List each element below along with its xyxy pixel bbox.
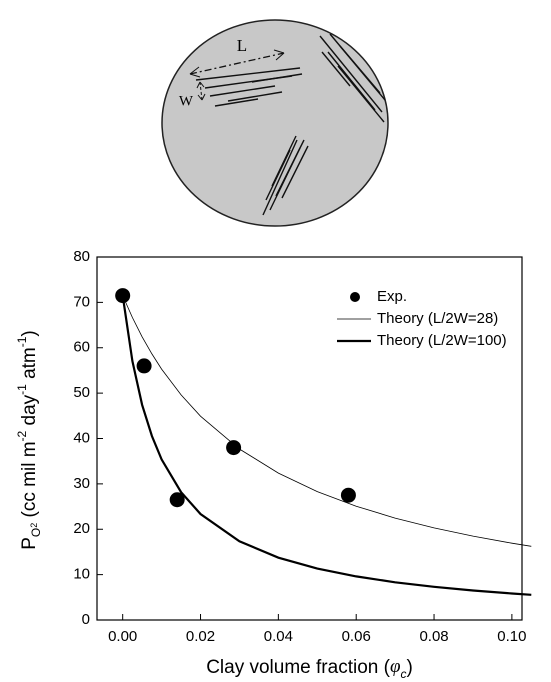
plot: 0 10 20 30 40 50 60 70 80 0.00 0.02 0.04 0.06 0.08 0.1… — [15, 248, 532, 681]
platelets-left — [195, 67, 303, 107]
theory-line — [122, 295, 532, 547]
y-axis-label-part: 2 — [29, 523, 39, 528]
y-axis-label-part: -2 — [15, 430, 29, 441]
y-tick-label: 80 — [73, 248, 90, 265]
y-tick-label: 50 — [73, 384, 90, 401]
x-axis-label-part: φ — [390, 656, 401, 677]
data-point — [340, 487, 356, 503]
y-tick-label: 70 — [73, 293, 90, 310]
y-axis-label-part: O — [29, 528, 43, 537]
length-label: L — [237, 36, 247, 55]
y-tick-label: 60 — [73, 339, 90, 356]
length-arrow — [189, 52, 285, 75]
width-arrowheads — [196, 81, 206, 101]
x-axis-label: Clay volume fraction (φc) — [206, 656, 413, 681]
platelets-right — [319, 33, 386, 123]
illustration: L W — [161, 19, 389, 227]
y-axis-label-part: P — [19, 537, 40, 550]
legend-label: Exp. — [377, 288, 407, 305]
data-point — [115, 288, 131, 304]
y-axis-label-part: (cc mil m — [19, 441, 40, 522]
data-point — [169, 492, 185, 508]
x-tick-label: 0.08 — [419, 628, 448, 645]
x-tick-label: 0.10 — [497, 628, 526, 645]
width-label: W — [179, 93, 194, 109]
length-arrowheads — [189, 49, 285, 78]
y-tick-label: 10 — [73, 566, 90, 583]
platelets-bottom — [262, 135, 309, 216]
y-axis-label-part: day — [19, 394, 40, 430]
platelet-ellipse — [161, 19, 389, 227]
y-axis-label: PO2 (cc mil m-2 day-1 atm-1) — [15, 330, 43, 550]
width-arrow — [199, 81, 203, 101]
y-axis-label-part: -1 — [15, 336, 29, 347]
y-tick-label: 40 — [73, 429, 90, 446]
x-tick-label: 0.00 — [108, 628, 137, 645]
y-axis-label-part: -1 — [15, 384, 29, 395]
legend-label: Theory (L/2W=100) — [377, 332, 507, 349]
y-tick-label: 20 — [73, 520, 90, 537]
legend-label: Theory (L/2W=28) — [377, 310, 498, 327]
y-axis-label-part: atm — [19, 347, 40, 384]
y-tick-label: 30 — [73, 475, 90, 492]
x-tick-label: 0.04 — [264, 628, 293, 645]
x-axis-label-part: Clay volume fraction ( — [206, 657, 390, 678]
x-axis-label-part: c — [400, 667, 406, 681]
data-point — [136, 358, 152, 374]
x-tick-label: 0.02 — [186, 628, 215, 645]
theory-line — [121, 295, 532, 596]
x-axis-label-part: ) — [406, 657, 412, 678]
legend-marker — [350, 292, 360, 302]
data-point — [226, 440, 242, 456]
y-axis-label-part: ) — [19, 330, 40, 336]
x-tick-label: 0.06 — [342, 628, 371, 645]
y-tick-label: 0 — [82, 611, 90, 628]
